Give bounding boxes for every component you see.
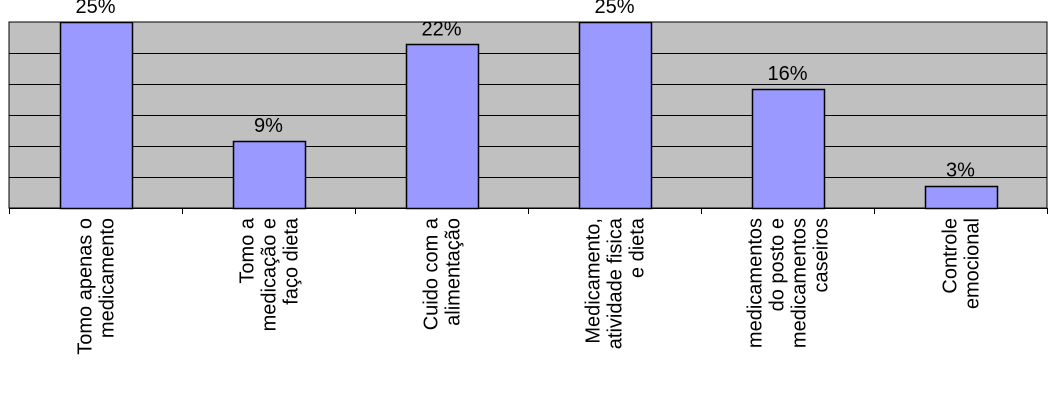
category-label: medicamentos do posto e medicamentos caseir… xyxy=(745,218,833,348)
category-label-line: medicação e xyxy=(259,218,281,331)
bar xyxy=(753,90,825,209)
data-label: 9% xyxy=(254,115,283,137)
category-label-line: emocional xyxy=(962,218,984,309)
category-label-line: alimentação xyxy=(443,218,465,326)
category-label-line: medicamentos xyxy=(745,218,767,348)
category-label: Medicamento, atividade fisica e dieta xyxy=(583,217,649,349)
category-label-line: Tomo apenas o xyxy=(75,218,97,355)
category-label-line: faço dieta xyxy=(281,217,303,305)
category-label-line: caseiros xyxy=(811,218,833,292)
category-label-line: medicamento xyxy=(97,218,119,338)
bar xyxy=(61,23,133,209)
data-label: 25% xyxy=(594,0,634,18)
category-label: Controle emocional xyxy=(940,218,984,309)
category-label-line: medicamentos xyxy=(789,218,811,348)
bar xyxy=(407,45,479,209)
bar xyxy=(234,142,306,209)
category-label-line: Cuido com a xyxy=(421,217,443,330)
category-label: Tomo apenas o medicamento xyxy=(75,218,119,355)
bar xyxy=(580,23,652,209)
category-label-line: atividade fisica xyxy=(605,217,627,349)
category-label: Cuido com a alimentação xyxy=(421,217,465,330)
data-label: 25% xyxy=(75,0,115,18)
category-label: Tomo a medicação e faço dieta xyxy=(237,217,303,331)
data-label: 22% xyxy=(421,18,461,40)
bar xyxy=(926,187,998,209)
plot-area xyxy=(9,22,1048,214)
category-labels: Tomo apenas o medicamento Tomo a medicação … xyxy=(75,217,984,355)
category-label-line: Medicamento, xyxy=(583,218,605,344)
category-label-line: do posto e xyxy=(767,218,789,311)
category-label-line: Tomo a xyxy=(237,217,259,283)
category-label-line: e dieta xyxy=(627,217,649,278)
data-label: 16% xyxy=(767,63,807,85)
data-label: 3% xyxy=(946,160,975,182)
category-label-line: Controle xyxy=(940,218,962,294)
